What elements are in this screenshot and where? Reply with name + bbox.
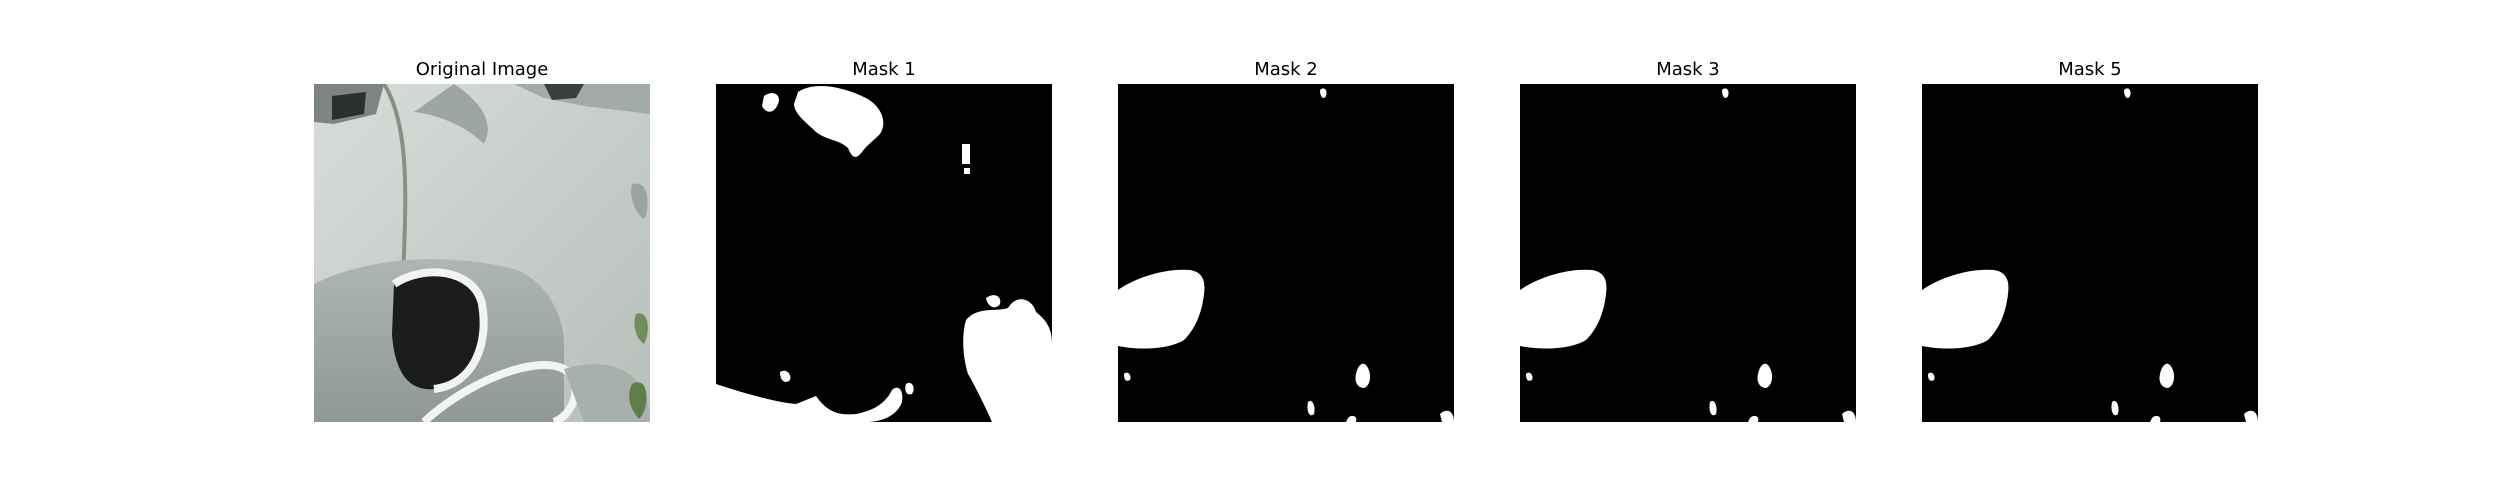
panel-title: Mask 3 — [1656, 59, 1720, 80]
panel-title: Mask 5 — [2058, 59, 2122, 80]
mask-3-image — [1520, 84, 1856, 422]
mask-5-panel: Mask 5 — [1922, 0, 2258, 500]
mask-5-image — [1922, 84, 2258, 422]
panel-title: Mask 2 — [1254, 59, 1318, 80]
mask-2-panel: Mask 2 — [1118, 0, 1454, 500]
original-image-panel: Original Image — [314, 0, 650, 500]
mask-2-image — [1118, 84, 1454, 422]
mask-1-image — [716, 84, 1052, 422]
panel-title: Original Image — [415, 59, 549, 80]
mask-3-panel: Mask 3 — [1520, 0, 1856, 500]
panel-title: Mask 1 — [852, 59, 916, 80]
mask-1-panel: Mask 1 — [716, 0, 1052, 500]
original-image — [314, 84, 650, 422]
